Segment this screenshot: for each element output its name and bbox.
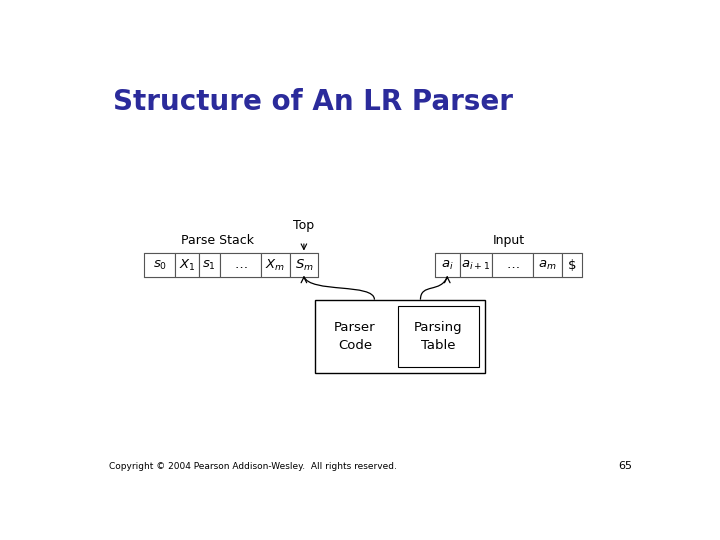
Text: Structure of An LR Parser: Structure of An LR Parser xyxy=(113,88,513,116)
Bar xyxy=(175,253,199,276)
Text: Parse Stack: Parse Stack xyxy=(181,234,253,247)
Bar xyxy=(144,253,175,276)
Text: $a_{i+1}$: $a_{i+1}$ xyxy=(462,259,490,272)
Text: $a_i$: $a_i$ xyxy=(441,259,454,272)
Bar xyxy=(261,253,290,276)
Bar xyxy=(562,253,582,276)
Bar xyxy=(290,253,318,276)
Text: $\mathit{s}_0$: $\mathit{s}_0$ xyxy=(153,259,167,272)
Text: 65: 65 xyxy=(618,461,632,471)
Text: $\mathit{X}_1$: $\mathit{X}_1$ xyxy=(179,258,195,273)
Bar xyxy=(459,253,492,276)
Text: Parser
Code: Parser Code xyxy=(334,321,376,352)
Text: Top: Top xyxy=(293,219,315,232)
Text: $\${}$: $\${}$ xyxy=(567,257,577,273)
Bar xyxy=(398,306,479,367)
Text: Input: Input xyxy=(492,234,525,247)
Text: $\ldots$: $\ldots$ xyxy=(505,259,519,272)
Bar xyxy=(315,300,485,373)
Bar xyxy=(533,253,562,276)
Text: $\mathit{s}_1$: $\mathit{s}_1$ xyxy=(202,259,216,272)
Bar xyxy=(199,253,220,276)
Text: $\mathit{S}_m$: $\mathit{S}_m$ xyxy=(294,258,313,273)
Text: $\mathit{X}_m$: $\mathit{X}_m$ xyxy=(265,258,285,273)
Bar xyxy=(220,253,261,276)
Text: $a_m$: $a_m$ xyxy=(538,259,557,272)
Text: Parsing
Table: Parsing Table xyxy=(414,321,463,352)
Bar xyxy=(435,253,459,276)
Text: $\ldots$: $\ldots$ xyxy=(233,259,247,272)
Text: Copyright © 2004 Pearson Addison-Wesley.  All rights reserved.: Copyright © 2004 Pearson Addison-Wesley.… xyxy=(109,462,397,471)
Bar xyxy=(492,253,533,276)
